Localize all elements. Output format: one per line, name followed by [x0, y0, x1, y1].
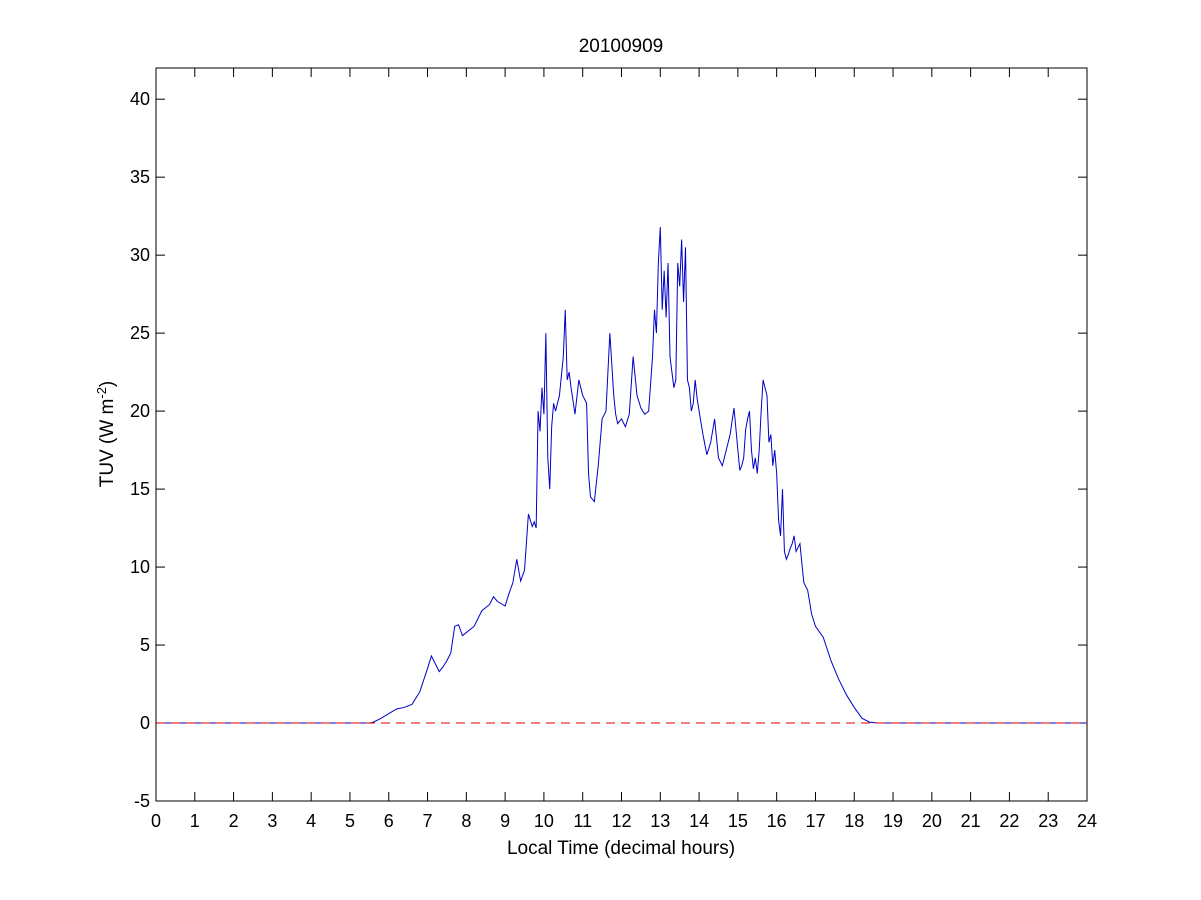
x-tick-label: 20	[922, 811, 942, 831]
ticks	[155, 68, 1088, 802]
y-tick-label: 35	[130, 167, 150, 187]
plot-area	[155, 67, 1088, 802]
x-tick-label: 11	[573, 811, 592, 831]
x-tick-label: 17	[805, 811, 825, 831]
x-tick-label: 13	[650, 811, 670, 831]
x-tick-label: 8	[461, 811, 471, 831]
x-axis-label: Local Time (decimal hours)	[507, 838, 735, 859]
y-axis-label-main: TUV (W m	[97, 399, 118, 488]
y-tick-label: 0	[140, 713, 150, 733]
y-tick-label: 40	[130, 89, 150, 109]
y-axis-label-sup: -2	[94, 387, 109, 399]
x-tick-label: 4	[306, 811, 316, 831]
x-tick-label: 1	[190, 811, 200, 831]
tuv-series-line	[156, 227, 1087, 724]
x-tick-label: 7	[423, 811, 433, 831]
x-tick-label: 23	[1038, 811, 1058, 831]
x-tick-label: 15	[728, 811, 748, 831]
x-tick-label: 2	[229, 811, 239, 831]
x-tick-label: 21	[961, 811, 981, 831]
y-tick-label: 20	[130, 401, 150, 421]
x-tick-label: 22	[999, 811, 1019, 831]
series-group	[156, 227, 1087, 724]
tick-labels: 0 1 2 3 4 5 6 7 8 9 10 11 12 13 14 15 16 17 18 19 20 21 22 23 24…	[130, 89, 1097, 831]
y-tick-label: 30	[130, 245, 150, 265]
x-tick-label: 6	[384, 811, 394, 831]
x-tick-label: 16	[767, 811, 787, 831]
x-tick-label: 9	[500, 811, 510, 831]
y-tick-label: 5	[140, 635, 150, 655]
x-tick-label: 10	[534, 811, 554, 831]
y-tick-label: 15	[130, 479, 150, 499]
x-tick-label: 19	[883, 811, 903, 831]
chart-title: 20100909	[579, 36, 664, 57]
x-tick-label: 14	[689, 811, 709, 831]
x-tick-label: 5	[345, 811, 355, 831]
x-tick-label: 0	[151, 811, 161, 831]
y-tick-label: -5	[134, 791, 150, 811]
x-tick-label: 24	[1077, 811, 1097, 831]
y-tick-label: 25	[130, 323, 150, 343]
y-tick-label: 10	[130, 557, 150, 577]
y-axis-label: TUV (W m-2)	[94, 381, 118, 488]
y-axis-label-close: )	[97, 381, 118, 387]
x-tick-label: 12	[611, 811, 631, 831]
x-tick-label: 18	[844, 811, 864, 831]
x-tick-label: 3	[267, 811, 277, 831]
